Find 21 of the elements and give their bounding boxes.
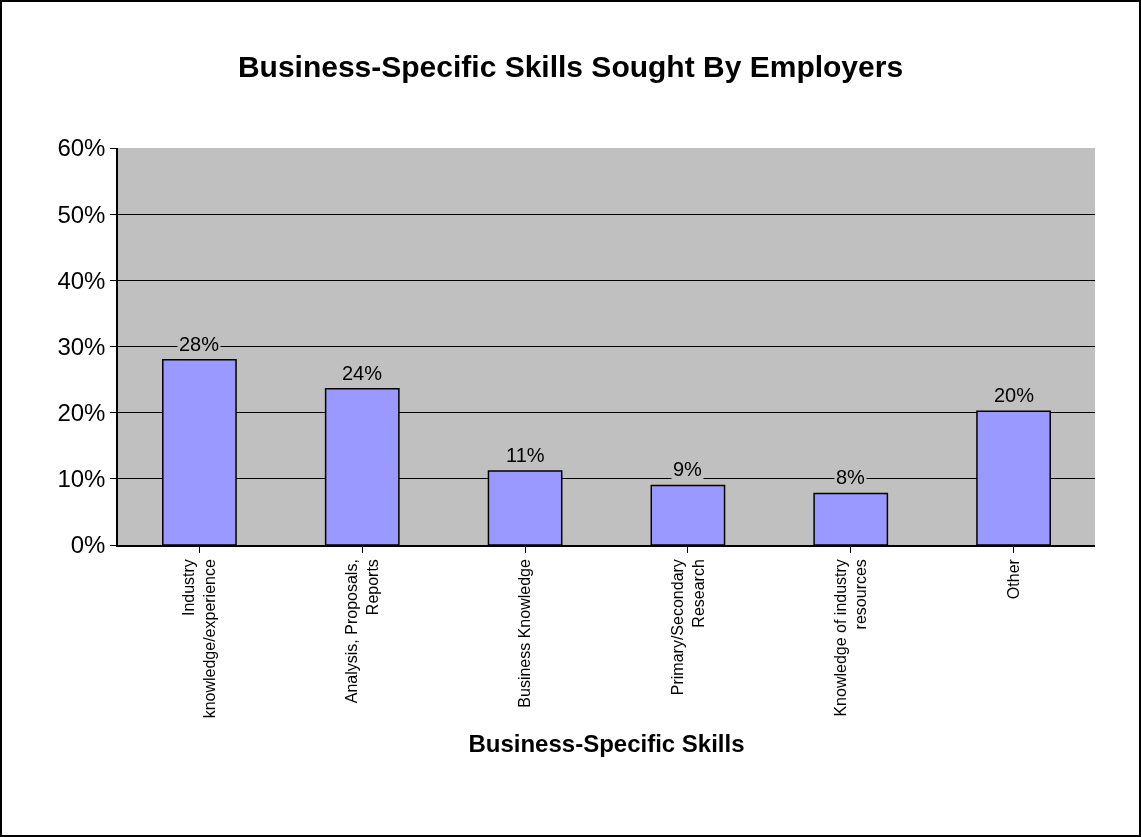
- chart-title: Business-Specific Skills Sought By Employers: [237, 50, 904, 84]
- x-tick-label: Industry knowledge/experience: [180, 559, 219, 719]
- x-tick-label: Primary/Secondary Research: [668, 559, 707, 696]
- y-tick-label: 0%: [70, 531, 106, 559]
- y-tick-label: 40%: [57, 266, 106, 294]
- data-label: 28%: [179, 333, 220, 355]
- data-label: 8%: [836, 466, 866, 488]
- data-label: 9%: [673, 458, 703, 480]
- y-tick-label: 50%: [57, 200, 106, 228]
- x-axis-title: Business-Specific Skills: [468, 730, 745, 758]
- y-tick-label: 10%: [57, 465, 106, 493]
- x-tick-label: Business Knowledge: [516, 559, 534, 708]
- data-label: 20%: [994, 384, 1035, 406]
- data-label: 11%: [506, 444, 545, 466]
- y-tick-label: 60%: [57, 134, 106, 162]
- y-tick-label: 30%: [57, 332, 106, 360]
- x-tick-label: Analysis, Proposals, Reports: [343, 559, 381, 704]
- x-tick-label: Other: [1004, 558, 1022, 600]
- y-tick-label: 20%: [57, 399, 106, 427]
- data-label: 24%: [342, 362, 383, 384]
- x-tick-label: Knowledge of industry resources: [831, 559, 870, 717]
